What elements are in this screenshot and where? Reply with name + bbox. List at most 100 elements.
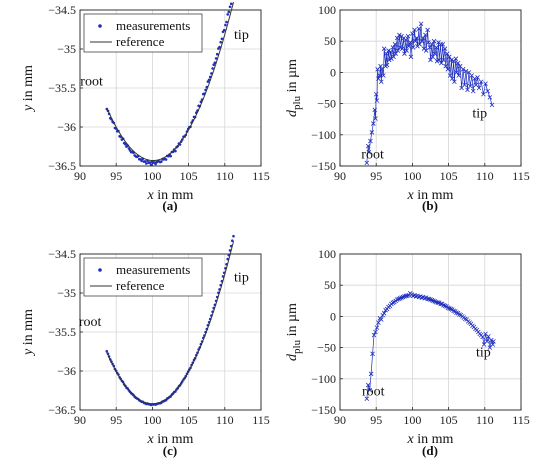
y-axis-label: y in mm <box>21 65 36 113</box>
deviation-marker <box>394 35 400 41</box>
x-axis-label: x in mm <box>147 432 194 447</box>
deviation-marker <box>427 45 433 50</box>
y-tick-label: 50 <box>324 34 336 48</box>
deviation-marker <box>373 329 378 335</box>
legend-label: reference <box>116 278 165 293</box>
x-axis-unit: in mm <box>414 188 454 203</box>
deviation-marker <box>434 45 439 50</box>
x-tick-label: 100 <box>143 169 161 183</box>
measurement-point <box>231 239 234 242</box>
deviation-marker <box>449 57 454 63</box>
deviation-marker <box>457 312 462 317</box>
y-tick-label: 100 <box>318 3 336 17</box>
annotation-tip: tip <box>234 28 249 43</box>
deviation-line <box>366 292 494 399</box>
deviation-marker <box>419 38 425 44</box>
deviation-marker <box>378 79 384 85</box>
x-tick-label: 95 <box>370 169 382 183</box>
y-axis-symbol: d <box>285 353 300 361</box>
x-axis-unit: in mm <box>154 188 194 203</box>
x-axis-symbol: x <box>147 432 155 447</box>
deviation-marker <box>485 88 490 94</box>
y-tick-label: 50 <box>324 278 336 292</box>
deviation-marker <box>438 301 443 307</box>
panel-caption: (c) <box>163 443 177 458</box>
deviation-marker <box>399 295 404 300</box>
y-tick-label: 0 <box>330 309 336 323</box>
x-tick-label: 105 <box>180 413 198 427</box>
deviation-marker <box>423 48 429 53</box>
x-tick-label: 90 <box>334 169 346 183</box>
x-tick-label: 95 <box>110 169 122 183</box>
deviation-marker <box>413 38 418 44</box>
deviation-marker <box>367 387 372 393</box>
deviation-marker <box>434 58 440 64</box>
panel-caption: (b) <box>422 198 438 213</box>
deviation-marker <box>386 48 391 53</box>
deviation-marker <box>445 305 451 310</box>
deviation-marker <box>406 43 412 49</box>
deviation-marker <box>468 83 473 89</box>
y-tick-label: −34.5 <box>48 3 76 17</box>
x-tick-label: 115 <box>512 413 530 427</box>
deviation-marker <box>405 33 411 39</box>
legend-label: measurements <box>116 18 190 33</box>
measurement-point <box>215 52 219 56</box>
measurement-point <box>169 154 172 158</box>
deviation-marker <box>430 54 435 60</box>
deviation-marker <box>489 102 495 108</box>
measurement-point <box>225 20 228 24</box>
x-tick-label: 90 <box>74 413 86 427</box>
deviation-marker <box>381 310 387 316</box>
deviation-marker <box>378 63 383 69</box>
y-tick-label: −100 <box>311 372 336 386</box>
x-tick-label: 100 <box>403 169 421 183</box>
y-axis-symbol: y <box>21 104 36 113</box>
y-axis-subscript: plu <box>291 95 303 110</box>
y-tick-label: −36.5 <box>48 159 76 173</box>
x-tick-label: 110 <box>476 413 494 427</box>
deviation-marker <box>364 396 370 402</box>
annotation-tip: tip <box>472 106 487 121</box>
measurement-point <box>124 142 127 146</box>
deviation-marker <box>481 91 486 97</box>
deviation-marker <box>442 46 448 51</box>
deviation-marker <box>439 60 444 66</box>
legend-marker-measurements <box>98 24 102 28</box>
deviation-line <box>366 23 493 163</box>
measurement-point <box>214 57 218 60</box>
deviation-marker <box>374 98 380 103</box>
deviation-marker <box>465 87 470 93</box>
deviation-marker <box>423 32 428 38</box>
deviation-marker <box>381 46 387 51</box>
deviation-marker <box>456 73 462 78</box>
deviation-marker <box>470 88 476 94</box>
deviation-marker <box>410 31 415 36</box>
y-axis-label: dplu in µm <box>285 59 303 117</box>
legend-label: reference <box>116 34 165 49</box>
deviation-marker <box>373 91 379 97</box>
deviation-marker <box>442 303 448 309</box>
y-tick-label: −150 <box>311 403 336 417</box>
x-tick-label: 105 <box>440 169 458 183</box>
deviation-marker <box>420 35 426 41</box>
deviation-marker <box>379 66 385 72</box>
axes-frame <box>79 9 262 167</box>
deviation-marker <box>445 66 451 72</box>
x-axis-symbol: x <box>407 432 415 447</box>
y-tick-label: −50 <box>317 341 336 355</box>
y-tick-label: −36.5 <box>48 403 76 417</box>
deviation-marker <box>374 325 380 330</box>
reference-line <box>106 241 234 405</box>
y-axis-subscript: plu <box>291 339 303 354</box>
y-axis-symbol: y <box>21 348 36 357</box>
measurement-point <box>174 149 177 153</box>
deviation-marker <box>403 37 409 43</box>
x-tick-label: 115 <box>512 169 530 183</box>
deviation-marker <box>388 49 393 55</box>
y-axis-unit: in µm <box>285 303 300 340</box>
deviation-marker <box>454 70 459 75</box>
deviation-marker <box>431 38 437 44</box>
y-tick-label: −35.5 <box>48 325 76 339</box>
